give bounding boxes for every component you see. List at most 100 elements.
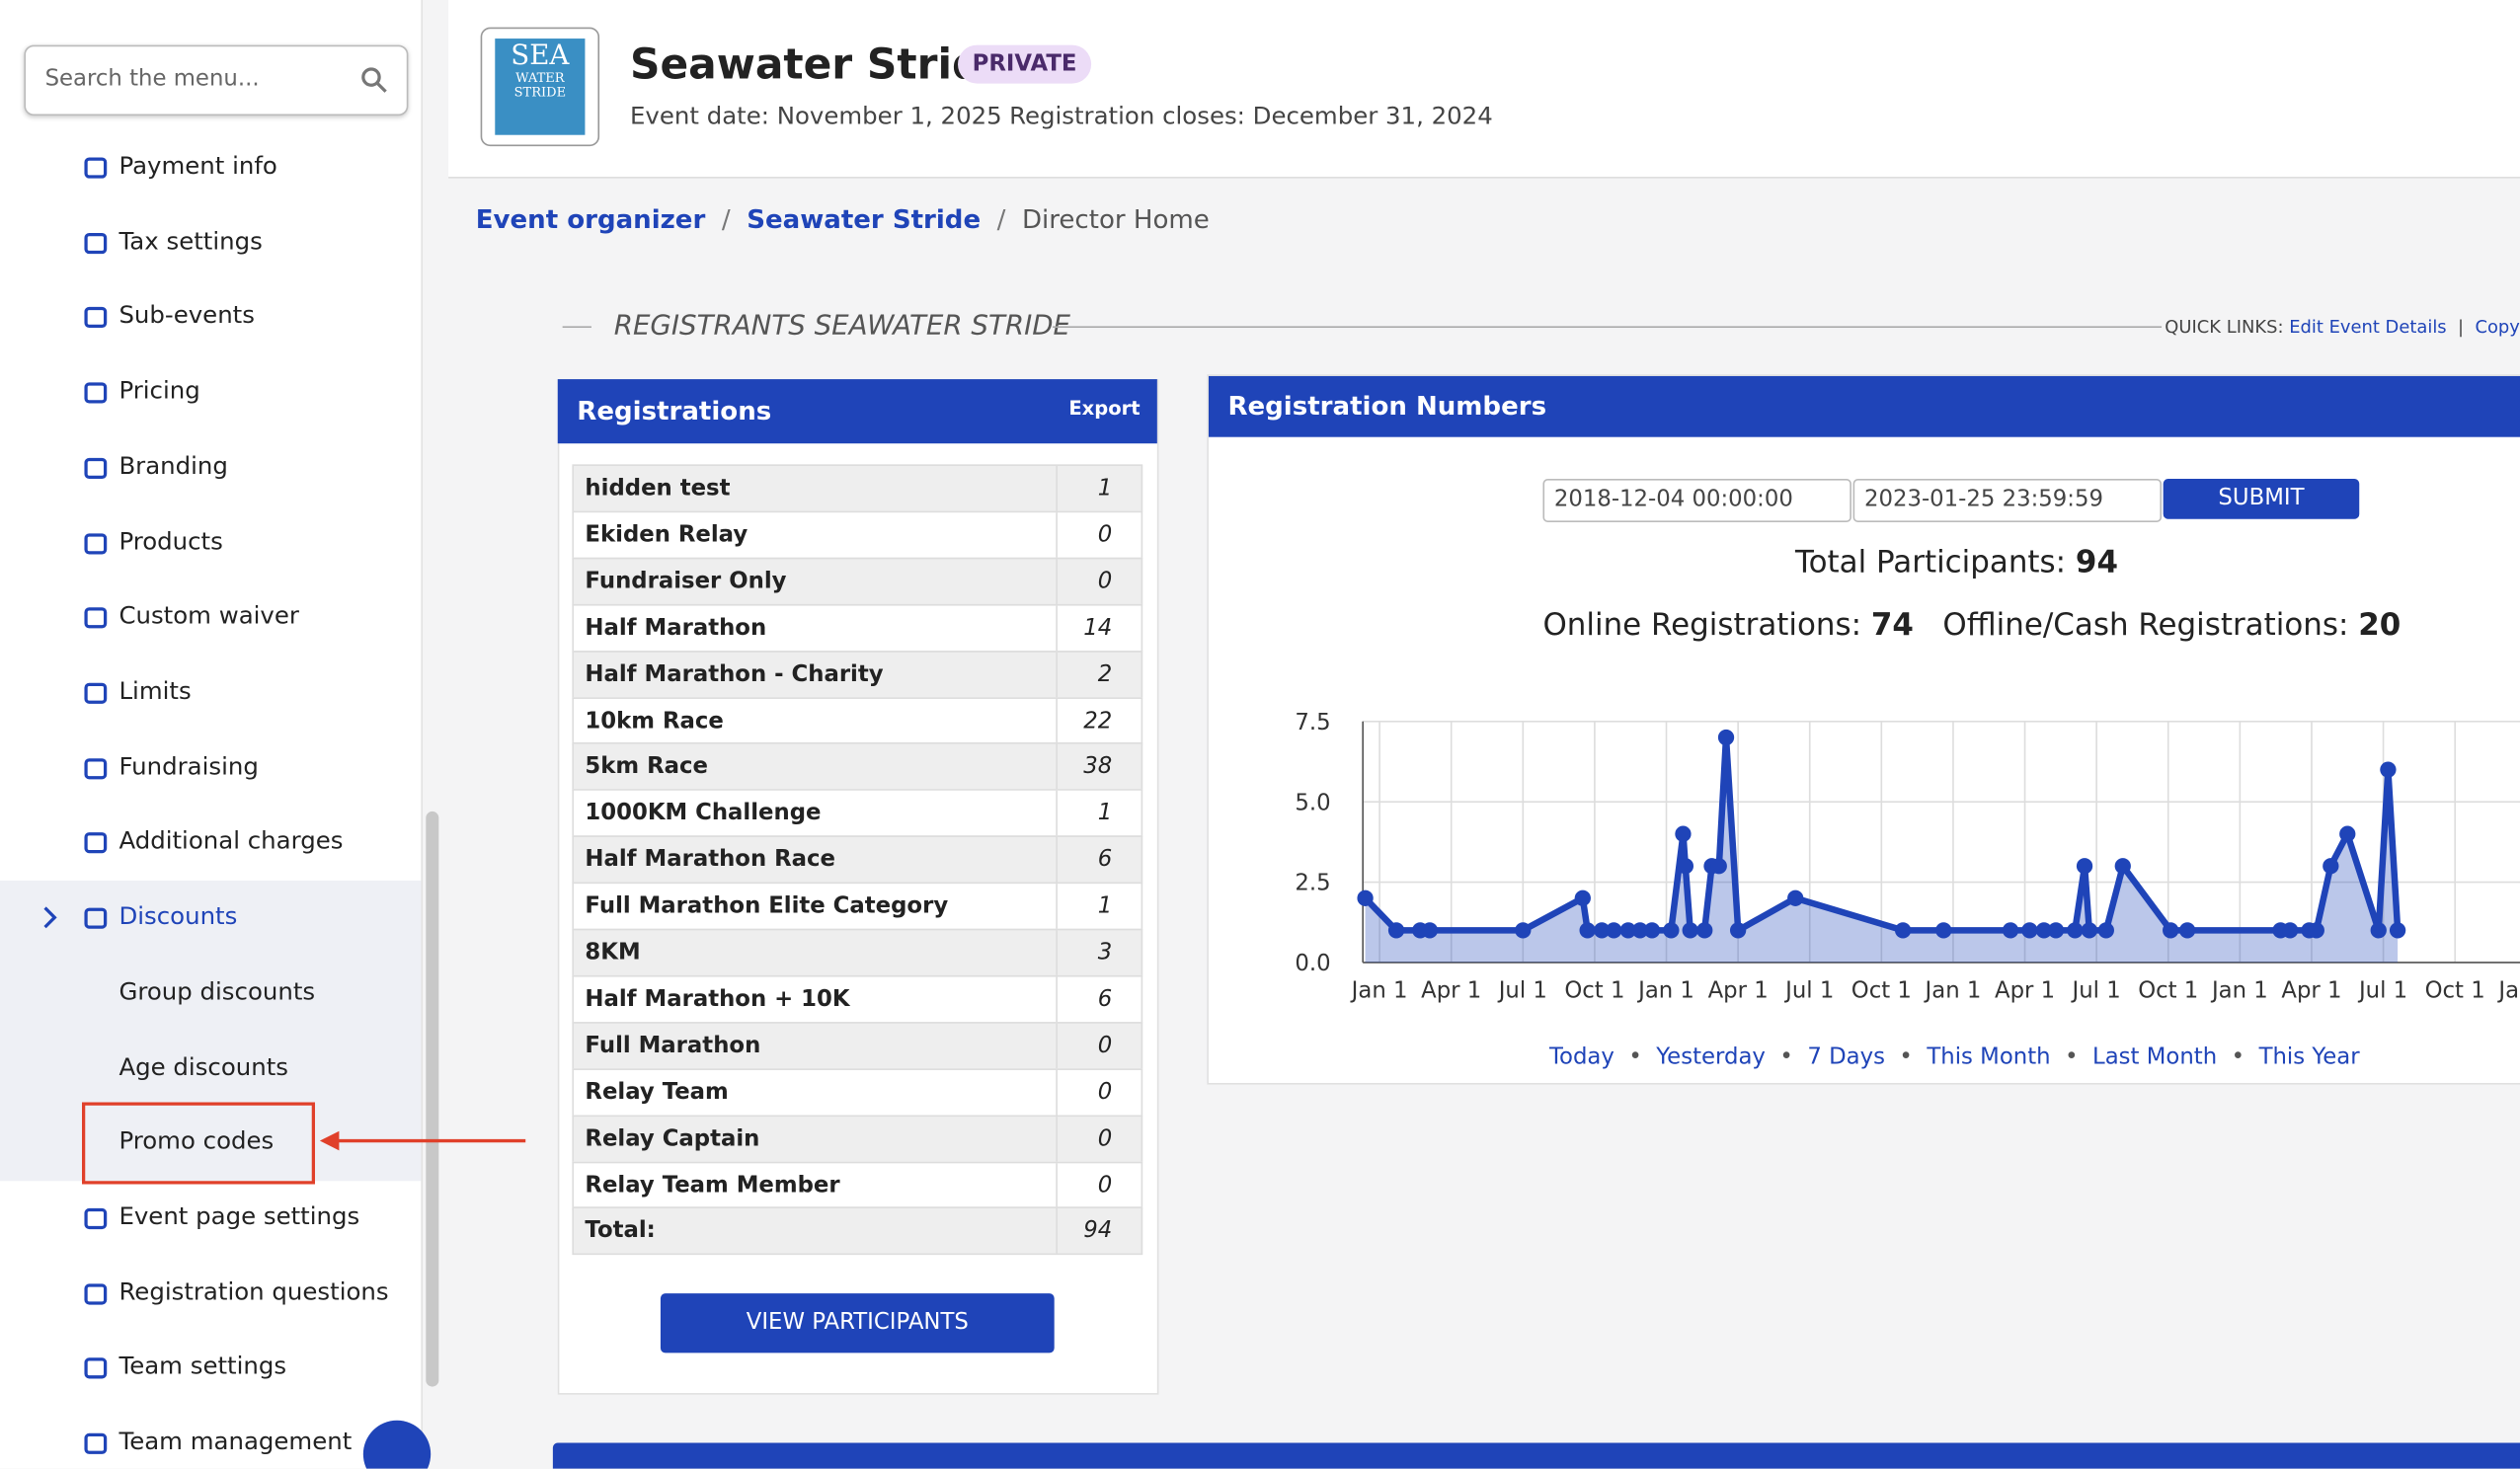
export-link[interactable]: Export xyxy=(1068,397,1141,420)
logo-frame: SEA WATER STRIDE xyxy=(480,27,600,147)
point xyxy=(2370,922,2387,939)
menu-item[interactable]: Products xyxy=(118,526,223,556)
menu-item[interactable]: Limits xyxy=(118,676,192,706)
menu-item[interactable]: Custom waiver xyxy=(118,601,299,631)
event-title: Seawater Stride xyxy=(629,41,1010,91)
table-row: 1000KM Challenge 1 xyxy=(572,789,1143,838)
table-row: Half Marathon + 10K 6 xyxy=(572,974,1143,1024)
range-link[interactable]: Today xyxy=(1548,1044,1614,1070)
highlight-box xyxy=(82,1102,315,1185)
x-tick-label: Apr 1 xyxy=(1421,978,1481,1004)
row-count: 0 xyxy=(1097,1079,1113,1106)
range-link[interactable]: This Month xyxy=(1927,1044,2051,1070)
point xyxy=(2076,858,2093,875)
menu-item[interactable]: Promo codes xyxy=(118,1126,275,1156)
point xyxy=(2308,922,2324,939)
menu-item[interactable]: Event page settings xyxy=(118,1201,360,1231)
row-label: hidden test xyxy=(585,475,731,502)
menu-item[interactable]: Tax settings xyxy=(118,225,263,256)
point xyxy=(1717,729,1735,746)
point xyxy=(1594,922,1611,939)
row-count: 1 xyxy=(1097,893,1113,920)
row-divider xyxy=(1056,744,1058,790)
point xyxy=(2178,922,2196,939)
view-participants-button[interactable]: VIEW PARTICIPANTS xyxy=(660,1293,1055,1353)
link[interactable]: Copy xyxy=(2475,316,2520,338)
x-tick-label: Apr 1 xyxy=(1708,978,1769,1004)
menu-item[interactable]: Team management xyxy=(118,1427,353,1456)
menu-item[interactable]: Registration questions xyxy=(118,1276,389,1306)
x-tick-label: Jul 1 xyxy=(1783,978,1834,1004)
point xyxy=(2389,922,2406,939)
point xyxy=(1682,922,1698,939)
menu-item[interactable]: Additional charges xyxy=(118,826,344,856)
x-tick-label: Jan 1 xyxy=(2496,978,2520,1004)
row-label: Ekiden Relay xyxy=(585,521,748,548)
end-date[interactable]: 2023-01-25 23:59:59 xyxy=(1852,479,2163,522)
y-tick-label: 0.0 xyxy=(1295,951,1330,976)
chevron[interactable] xyxy=(36,903,64,932)
menu-item[interactable]: Fundraising xyxy=(118,751,259,781)
split-line: Online Registrations: 74 Offline/Cash Re… xyxy=(1542,607,2401,643)
panel-header: Registrations Export xyxy=(557,379,1157,444)
menu-icon xyxy=(84,232,108,254)
breadcrumb-item[interactable]: Seawater Stride xyxy=(747,203,982,235)
registration-closes: Registration closes: December 31, 2024 xyxy=(1009,101,1493,130)
row-label: 10km Race xyxy=(585,707,724,734)
menu-item[interactable]: Team settings xyxy=(118,1352,287,1381)
quick-links-label: QUICK LINKS: xyxy=(2165,316,2284,338)
row-count: 6 xyxy=(1097,986,1113,1013)
start-date[interactable]: 2018-12-04 00:00:00 xyxy=(1542,479,1851,522)
point xyxy=(1606,922,1622,939)
breadcrumb-item: Director Home xyxy=(1021,203,1210,235)
breadcrumb-item[interactable]: Event organizer xyxy=(475,203,706,235)
menu-item[interactable]: Age discounts xyxy=(118,1051,289,1081)
range-link[interactable]: This Year xyxy=(2258,1044,2360,1070)
row-count: 0 xyxy=(1097,521,1113,548)
point xyxy=(2035,922,2053,939)
row-divider xyxy=(1056,559,1058,604)
logo-line: STRIDE xyxy=(513,85,567,100)
range-link[interactable]: Last Month xyxy=(2092,1044,2218,1070)
collapse-button[interactable] xyxy=(362,1420,432,1469)
label: Total Participants: xyxy=(1794,544,2067,580)
link[interactable]: Edit Event Details xyxy=(2289,316,2447,338)
submit-button[interactable]: SUBMIT xyxy=(2163,479,2360,519)
row-count: 14 xyxy=(1083,614,1113,641)
menu-icon xyxy=(84,1282,108,1305)
table-row: hidden test 1 xyxy=(572,464,1143,513)
row-count: 2 xyxy=(1097,660,1113,687)
range-link[interactable]: Yesterday xyxy=(1656,1044,1766,1070)
point xyxy=(2163,922,2179,939)
row-count: 94 xyxy=(1083,1218,1113,1245)
point xyxy=(2047,922,2065,939)
menu-item[interactable]: Group discounts xyxy=(118,976,316,1006)
search-box[interactable]: Search the menu... xyxy=(24,44,409,116)
point xyxy=(1787,889,1804,906)
logo: SEA WATER STRIDE xyxy=(495,39,586,135)
menu-item[interactable]: Discounts xyxy=(118,901,238,931)
menu-item[interactable]: Pricing xyxy=(118,375,200,406)
table-row: 10km Race 22 xyxy=(572,696,1143,745)
header xyxy=(448,0,2520,179)
menu-item[interactable]: Branding xyxy=(118,451,228,481)
table-row: Half Marathon 14 xyxy=(572,603,1143,653)
quick-links: QUICK LINKS: Edit Event Details | Copy xyxy=(2165,316,2520,338)
panel-title: Registrations xyxy=(577,395,772,426)
rule xyxy=(562,326,591,329)
arrow xyxy=(319,1130,526,1151)
range-link[interactable]: 7 Days xyxy=(1807,1044,1885,1070)
x-tick-label: Oct 1 xyxy=(1564,978,1624,1004)
menu-item[interactable]: Sub-events xyxy=(118,300,255,331)
badge: PRIVATE xyxy=(958,44,1092,84)
value: 94 xyxy=(2075,544,2118,580)
menu-icon xyxy=(84,382,108,404)
row-count: 3 xyxy=(1097,940,1113,966)
row-label: Full Marathon Elite Category xyxy=(585,893,949,920)
rule xyxy=(1053,326,2163,329)
point xyxy=(2081,922,2098,939)
value: 74 xyxy=(1870,607,1914,644)
x-tick-label: Jan 1 xyxy=(1350,978,1408,1004)
x-tick-label: Oct 1 xyxy=(2138,978,2198,1004)
menu-item[interactable]: Payment info xyxy=(118,150,277,181)
